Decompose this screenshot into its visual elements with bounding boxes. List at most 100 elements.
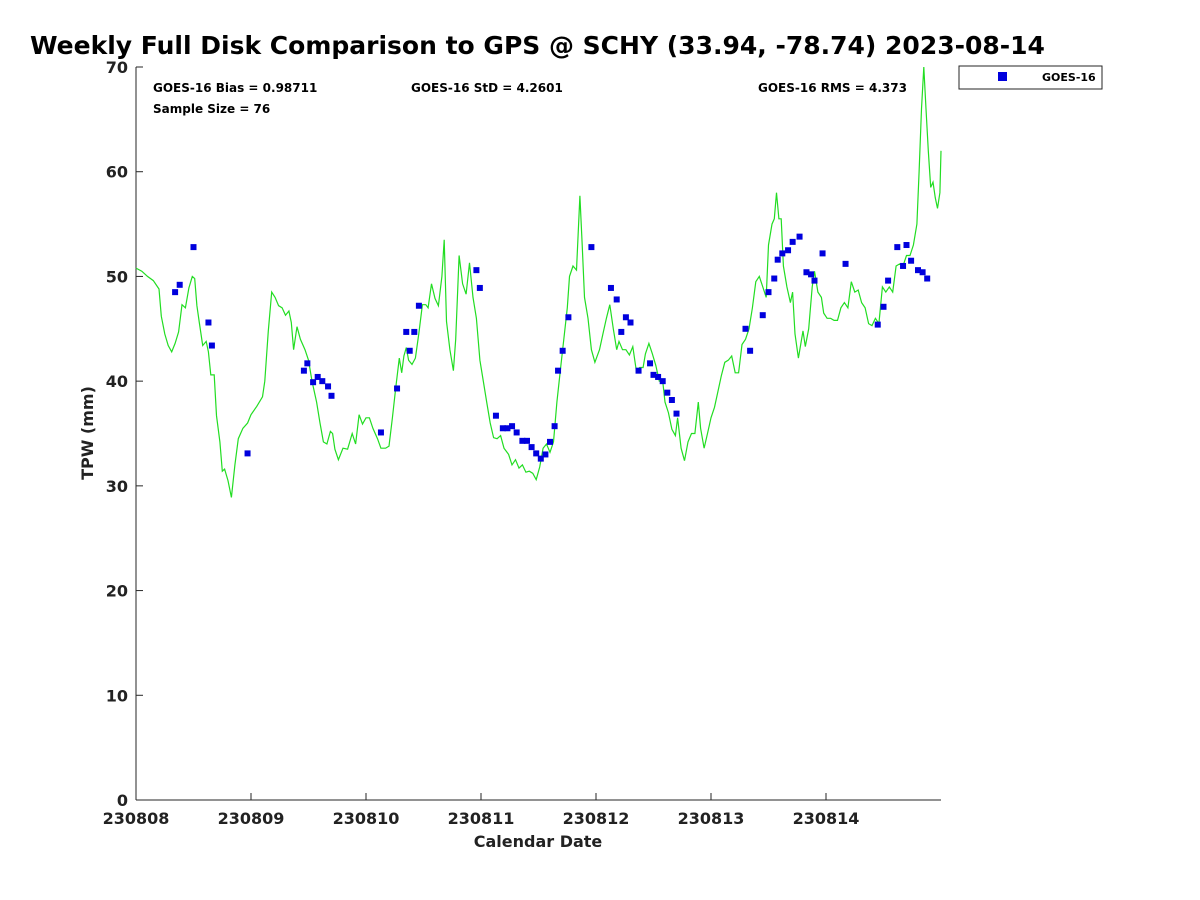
goes16-point [411, 328, 418, 335]
goes16-point [880, 303, 887, 310]
y-axis-label: TPW (mm) [78, 386, 97, 480]
goes16-point [894, 244, 901, 251]
goes16-point [607, 284, 614, 291]
x-tick-label: 230809 [218, 809, 285, 828]
x-tick-label: 230812 [563, 809, 630, 828]
goes16-point [819, 250, 826, 257]
goes16-point [473, 267, 480, 274]
y-tick-label: 20 [106, 582, 128, 601]
goes16-point [900, 262, 907, 269]
x-tick-label: 230808 [103, 809, 170, 828]
goes16-point [314, 373, 321, 380]
goes16-point [885, 277, 892, 284]
x-tick-label: 230811 [448, 809, 515, 828]
x-axis-label: Calendar Date [474, 832, 603, 851]
goes16-point [785, 247, 792, 254]
goes16-point [668, 396, 675, 403]
goes16-point [747, 347, 754, 354]
std-stat: GOES-16 StD = 4.2601 [411, 81, 563, 95]
goes16-point [650, 371, 657, 378]
goes16-point [415, 302, 422, 309]
goes16-point [803, 269, 810, 276]
goes16-point [310, 379, 317, 386]
goes16-point [519, 437, 526, 444]
goes16-point [205, 319, 212, 326]
goes16-point [664, 389, 671, 396]
bias-stat: GOES-16 Bias = 0.98711 [153, 81, 317, 95]
goes16-point [627, 319, 634, 326]
goes16-point [903, 242, 910, 249]
x-tick-label: 230813 [678, 809, 745, 828]
goes16-point [403, 328, 410, 335]
goes16-point [659, 378, 666, 385]
y-tick-label: 0 [117, 791, 128, 810]
x-ticks: 230808 230809 230810 230811 230812 230813 2308… [103, 793, 860, 828]
goes16-point [559, 347, 566, 354]
goes16-point [874, 321, 881, 328]
goes16-point [588, 244, 595, 251]
y-tick-label: 60 [106, 163, 128, 182]
rms-stat: GOES-16 RMS = 4.373 [758, 81, 907, 95]
goes16-point [811, 277, 818, 284]
goes16-point [908, 257, 915, 264]
goes16-point [759, 312, 766, 319]
goes16-point [304, 360, 311, 367]
goes16-point [394, 385, 401, 392]
goes16-point [924, 275, 931, 282]
y-tick-label: 10 [106, 686, 128, 705]
goes16-point [622, 314, 629, 321]
goes16-point [547, 438, 553, 445]
y-tick-label: 40 [106, 372, 128, 391]
goes16-point [513, 429, 520, 436]
goes16-point [635, 367, 642, 374]
goes16-point [328, 392, 335, 399]
goes16-point [655, 373, 662, 380]
goes16-point [499, 425, 506, 432]
legend-marker-goes16 [998, 72, 1007, 81]
goes16-point [533, 450, 540, 457]
goes16-point [779, 250, 786, 257]
goes16-point [537, 455, 544, 462]
goes16-point [176, 281, 183, 288]
goes16-point [551, 423, 558, 430]
goes16-point [172, 289, 179, 296]
x-tick-label: 230810 [333, 809, 400, 828]
goes16-point [504, 425, 511, 432]
goes16-point [406, 347, 413, 354]
goes16-point [492, 412, 499, 419]
goes16-point [796, 233, 803, 240]
x-tick-label: 230814 [793, 809, 860, 828]
chart-title: Weekly Full Disk Comparison to GPS @ SCH… [30, 31, 1045, 60]
goes16-point [742, 325, 749, 332]
goes16-point [476, 284, 483, 291]
sample-size-stat: Sample Size = 76 [153, 102, 270, 116]
goes16-point [613, 296, 620, 303]
plot-area [136, 67, 941, 800]
goes16-point [509, 423, 516, 430]
y-tick-label: 70 [106, 58, 128, 77]
goes16-point [765, 289, 772, 296]
legend: GOES-16 [958, 65, 1103, 90]
goes16-point [208, 342, 215, 349]
goes16-point [528, 444, 535, 451]
y-tick-label: 50 [106, 267, 128, 286]
goes16-point [377, 429, 384, 436]
goes16-point [673, 410, 680, 417]
goes16-point [842, 260, 849, 267]
goes16-point [915, 267, 921, 274]
goes16-point [774, 256, 781, 263]
series-layer [135, 66, 942, 498]
goes16-point [647, 360, 654, 367]
goes16-point [325, 383, 332, 390]
goes16-point [524, 437, 530, 444]
goes16-point [771, 275, 778, 282]
legend-label-goes16: GOES-16 [1042, 71, 1096, 84]
legend-box [958, 65, 1103, 90]
goes16-point [808, 271, 815, 278]
goes16-point [555, 367, 562, 374]
goes16-point [618, 328, 625, 335]
goes16-point [190, 244, 197, 251]
goes16-point [919, 269, 926, 276]
y-tick-label: 30 [106, 477, 128, 496]
